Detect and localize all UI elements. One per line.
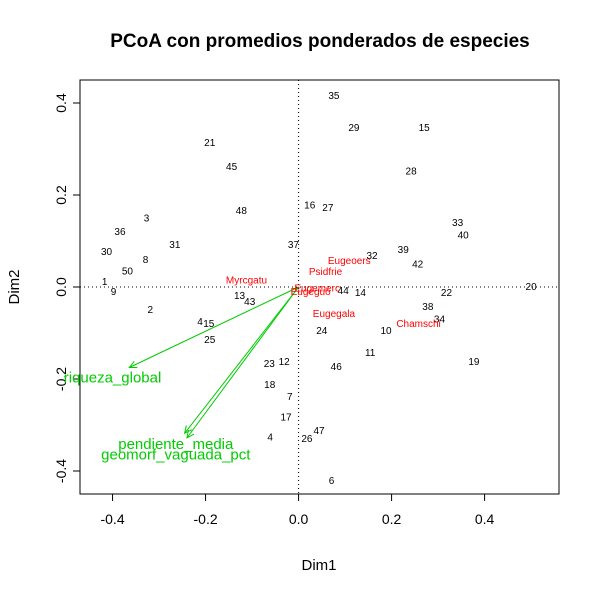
site-point-label: 2 bbox=[147, 305, 153, 316]
site-point-label: 36 bbox=[114, 227, 126, 238]
site-point-label: 45 bbox=[226, 162, 238, 173]
site-point-label: 6 bbox=[329, 476, 335, 487]
site-point-label: 21 bbox=[204, 138, 216, 149]
y-axis-label: Dim2 bbox=[6, 269, 23, 304]
site-point-label: 46 bbox=[331, 362, 343, 373]
site-point-label: 32 bbox=[366, 251, 378, 262]
vector-arrow bbox=[184, 286, 299, 434]
vector-label: pendiente_media bbox=[118, 436, 234, 453]
site-point-label: 25 bbox=[204, 335, 216, 346]
site-point-label: 8 bbox=[143, 255, 149, 266]
x-tick-label: -0.2 bbox=[194, 511, 218, 527]
species-point-label: Chamschi bbox=[396, 319, 440, 330]
vector-arrow bbox=[186, 286, 299, 439]
vector-arrowhead bbox=[183, 425, 193, 435]
x-axis-label: Dim1 bbox=[301, 557, 336, 574]
x-tick-label: 0.2 bbox=[382, 511, 402, 527]
vector-arrow bbox=[129, 286, 299, 368]
x-tick-label: 0.4 bbox=[475, 511, 495, 527]
chart-title: PCoA con promedios ponderados de especie… bbox=[110, 31, 530, 52]
site-point-label: 13 bbox=[234, 291, 246, 302]
site-point-label: 38 bbox=[422, 302, 434, 313]
site-point-label: 33 bbox=[452, 218, 464, 229]
vector-arrowhead bbox=[186, 429, 195, 439]
site-point-label: 29 bbox=[348, 123, 360, 134]
site-point-label: 1 bbox=[102, 277, 108, 288]
vector-label: geomorf_vaguada_pct bbox=[101, 446, 251, 463]
site-point-label: 44 bbox=[338, 286, 350, 297]
site-point-label: 26 bbox=[301, 434, 313, 445]
y-tick-label: 0.0 bbox=[53, 277, 69, 297]
y-tick-label: -0.4 bbox=[53, 459, 69, 483]
x-tick-label: 0.0 bbox=[289, 511, 309, 527]
site-point-label: 34 bbox=[434, 314, 446, 325]
species-point-label: Psidfrie bbox=[309, 267, 343, 278]
y-tick-label: -0.2 bbox=[53, 367, 69, 391]
site-point-label: 28 bbox=[406, 167, 418, 178]
site-point-label: 42 bbox=[412, 260, 424, 271]
site-point-label: 4 bbox=[197, 317, 203, 328]
site-point-label: 12 bbox=[279, 357, 291, 368]
species-point-label: Eugeoers bbox=[328, 256, 371, 267]
vector-arrowhead bbox=[128, 360, 138, 369]
y-tick-label: 0.2 bbox=[53, 185, 69, 205]
site-point-label: 11 bbox=[365, 348, 376, 359]
site-point-label: 23 bbox=[264, 359, 276, 370]
site-point-label: 47 bbox=[313, 426, 325, 437]
site-point-label: 19 bbox=[468, 357, 480, 368]
vector-label: riqueza_global bbox=[64, 370, 162, 387]
site-point-label: 16 bbox=[304, 201, 316, 212]
site-point-label: 24 bbox=[316, 326, 328, 337]
site-point-label: 22 bbox=[441, 288, 453, 299]
site-point-label: 37 bbox=[288, 240, 300, 251]
species-point-label: Myrcgatu bbox=[226, 276, 267, 287]
site-point-label: 48 bbox=[236, 206, 248, 217]
site-point-label: 10 bbox=[380, 326, 392, 337]
site-point-label: 40 bbox=[458, 231, 470, 242]
site-point-label: 15 bbox=[203, 319, 215, 330]
site-point-label: 14 bbox=[355, 288, 367, 299]
y-axis: -0.4 -0.2 0.0 0.2 0.4 bbox=[53, 93, 81, 483]
site-point-label: 15 bbox=[419, 123, 431, 134]
site-point-label: 35 bbox=[328, 91, 340, 102]
x-axis: -0.4 -0.2 0.0 0.2 0.4 bbox=[100, 493, 495, 527]
site-point-label: 3 bbox=[144, 214, 150, 225]
environmental-vectors: riqueza_global pendiente_mediageomorf_vag… bbox=[64, 286, 299, 463]
x-tick-label: -0.4 bbox=[100, 511, 124, 527]
y-tick-label: 0.4 bbox=[53, 93, 69, 113]
site-point-label: 7 bbox=[287, 392, 293, 403]
species-point-label: Eugegala bbox=[313, 309, 356, 320]
site-point-label: 39 bbox=[398, 245, 410, 256]
site-point-label: 20 bbox=[526, 282, 538, 293]
site-point-label: 43 bbox=[244, 297, 256, 308]
site-point-label: 50 bbox=[122, 266, 134, 277]
site-point-label: 27 bbox=[322, 203, 334, 214]
species-point-label: Eugemerc bbox=[294, 283, 340, 294]
site-point-label: 30 bbox=[101, 247, 113, 258]
site-point-label: 31 bbox=[169, 240, 181, 251]
site-point-label: 17 bbox=[280, 412, 292, 423]
species-point-label: Eugeguo bbox=[291, 287, 331, 298]
site-point-label: 18 bbox=[264, 380, 276, 391]
site-point-label: 9 bbox=[111, 287, 117, 298]
site-point-label: 4 bbox=[267, 433, 273, 444]
